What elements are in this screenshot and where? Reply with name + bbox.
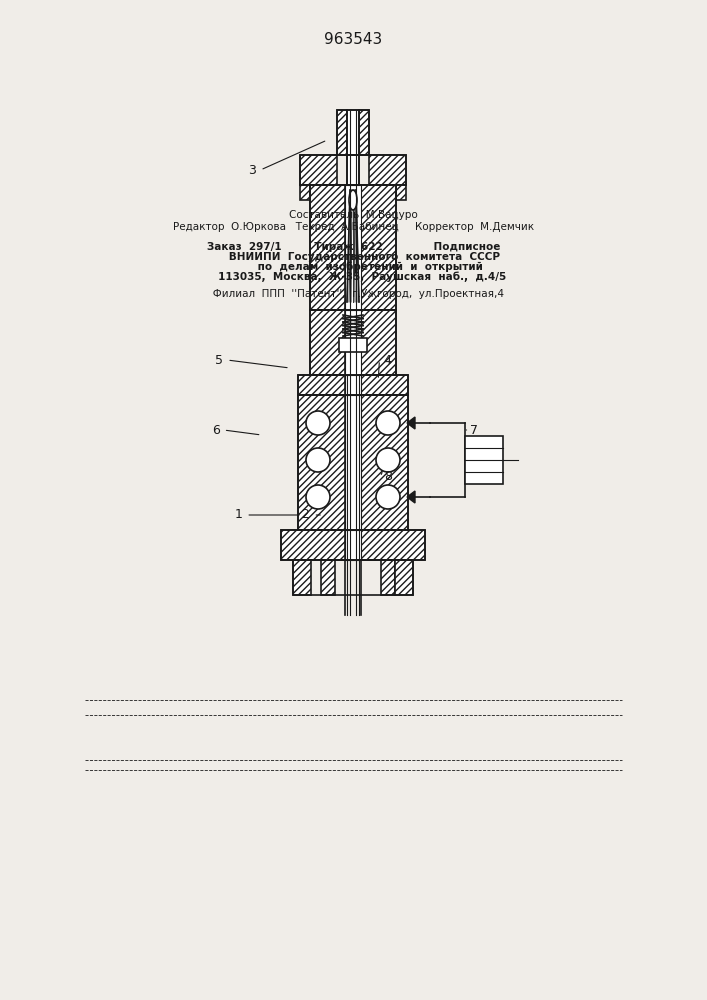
Bar [337, 110, 347, 155]
Bar [300, 185, 310, 200]
Text: по  делам  изобретений  и  открытий: по делам изобретений и открытий [225, 262, 482, 272]
Bar [345, 310, 361, 375]
Bar [361, 185, 396, 310]
Bar [395, 560, 413, 595]
Ellipse shape [349, 190, 357, 210]
Text: Филиал  ППП  ''Патент'',  г.Ужгород,  ул.Проектная,4: Филиал ППП ''Патент'', г.Ужгород, ул.Про… [203, 289, 504, 299]
Bar [300, 155, 406, 185]
Bar [361, 395, 408, 530]
Bar [369, 155, 406, 185]
Bar [396, 185, 406, 200]
Text: Редактор  О.Юркова   Техред  А.Бабинец     Корректор  М.Демчик: Редактор О.Юркова Техред А.Бабинец Корре… [173, 222, 534, 232]
Circle shape [306, 411, 330, 435]
Bar [293, 560, 311, 595]
Bar [310, 185, 396, 310]
Bar [281, 530, 425, 560]
Bar [281, 530, 345, 560]
Bar [339, 338, 367, 352]
Circle shape [376, 485, 400, 509]
Bar [298, 375, 345, 395]
Text: 1: 1 [234, 508, 243, 522]
Text: 3: 3 [248, 163, 257, 176]
Bar [298, 375, 408, 395]
Text: 8: 8 [384, 471, 392, 484]
Bar [310, 310, 345, 375]
Bar [293, 560, 413, 595]
Text: 2: 2 [301, 508, 310, 522]
Bar [345, 395, 361, 530]
Bar [347, 155, 359, 185]
Text: 5: 5 [215, 354, 223, 366]
Circle shape [376, 411, 400, 435]
Polygon shape [407, 417, 415, 429]
Text: Заказ  297/1         Тираж  622              Подписное: Заказ 297/1 Тираж 622 Подписное [207, 242, 500, 252]
Bar [321, 560, 335, 595]
Bar [361, 310, 396, 375]
Bar [345, 530, 361, 560]
Bar [298, 395, 345, 530]
Bar [298, 395, 408, 530]
Bar [465, 436, 503, 484]
Bar [359, 110, 369, 155]
Bar [345, 185, 361, 310]
Bar [345, 375, 361, 395]
Text: 963543: 963543 [324, 32, 382, 47]
Bar [381, 560, 395, 595]
Text: 113035,  Москва,  Ж-35,  Раушская  наб.,  д.4/5: 113035, Москва, Ж-35, Раушская наб., д.4… [200, 272, 507, 282]
Bar [361, 375, 408, 395]
Text: 6: 6 [211, 424, 220, 436]
Bar [310, 185, 345, 310]
Polygon shape [407, 491, 415, 503]
Text: 4: 4 [383, 354, 392, 366]
Bar [347, 110, 359, 155]
Bar [310, 310, 396, 375]
Text: 7: 7 [470, 424, 479, 436]
Bar [337, 110, 369, 155]
Text: Составитель  М.Вацуро: Составитель М.Вацуро [289, 210, 418, 220]
Circle shape [306, 485, 330, 509]
Bar [361, 530, 425, 560]
Text: ВНИИПИ  Государственного  комитета  СССР: ВНИИПИ Государственного комитета СССР [207, 252, 500, 262]
Circle shape [306, 448, 330, 472]
Circle shape [376, 448, 400, 472]
Bar [300, 155, 337, 185]
